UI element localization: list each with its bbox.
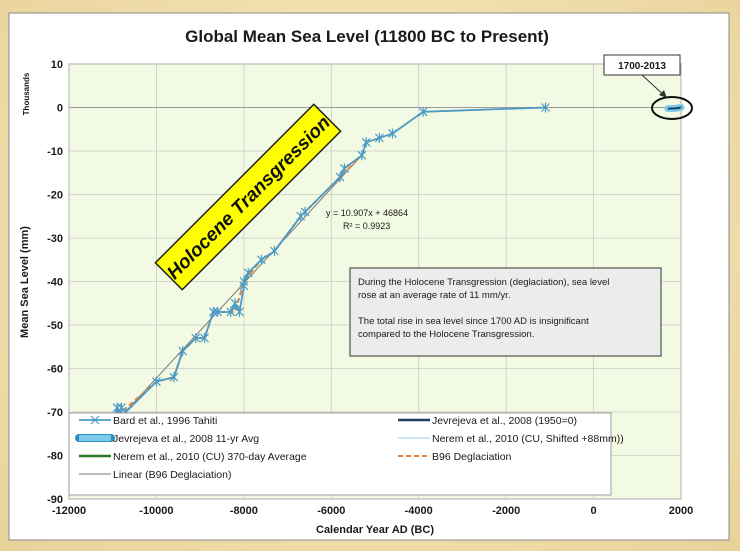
x-tick-label: -10000 xyxy=(139,505,173,517)
y-tick-label: 0 xyxy=(57,103,63,115)
x-tick-label: 0 xyxy=(591,505,597,517)
tick-labels: 10 0 -10 -20 -30 -40 -50 -60 -70 -80 -90-12000 -100… xyxy=(47,59,693,517)
legend-entry: Jevrejeva et al., 2008 11-yr Avg xyxy=(75,433,259,445)
x-axis-label: Calendar Year AD (BC) xyxy=(316,524,434,536)
legend-label: Linear (B96 Deglaciation) xyxy=(113,469,231,481)
note-line: The total rise in sea level since 1700 A… xyxy=(358,316,589,327)
bard-point xyxy=(152,376,161,387)
y-tick-label: 10 xyxy=(51,59,63,71)
bard-point xyxy=(239,276,249,287)
legend-label: Jevrejeva et al., 2008 (1950=0) xyxy=(432,415,577,427)
legend-entry: Nerem et al., 2010 (CU) 370-day Average xyxy=(79,451,307,463)
bard-point xyxy=(235,306,244,317)
bard-point xyxy=(335,172,345,183)
legend-box xyxy=(68,412,612,496)
bard-point xyxy=(388,128,397,139)
bard-point xyxy=(374,132,384,143)
note-box xyxy=(349,267,662,357)
legend-entry: Linear (B96 Deglaciation) xyxy=(79,469,231,481)
y-tick-label: -60 xyxy=(47,364,63,376)
bard-point xyxy=(200,333,209,344)
note-lines: During the Holocene Transgression (degla… xyxy=(358,277,609,340)
bard-point xyxy=(230,298,240,309)
x-tick-label: -8000 xyxy=(230,505,258,517)
legend-label: Bard et al., 1996 Tahiti xyxy=(113,415,217,427)
y-tick-label: -50 xyxy=(47,320,63,332)
legend-entry: Nerem et al., 2010 (CU, Shifted +88mm)) xyxy=(398,433,624,445)
x-tick-label: -2000 xyxy=(492,505,520,517)
series-jevrejeva-1950 xyxy=(667,106,682,110)
legend-label: B96 Deglaciation xyxy=(432,451,512,463)
y-tick-label: -70 xyxy=(47,407,63,419)
callout-arrowhead xyxy=(659,90,667,98)
bard-point xyxy=(191,333,201,344)
x-tick-label: -4000 xyxy=(405,505,433,517)
y-multiplier-label: Thousands xyxy=(22,72,31,115)
bard-point xyxy=(169,372,179,383)
bard-point xyxy=(178,346,188,357)
bard-point xyxy=(418,106,428,117)
legend-label: Nerem et al., 2010 (CU, Shifted +88mm)) xyxy=(432,433,624,445)
bard-point xyxy=(270,246,279,257)
bard-point xyxy=(541,102,550,113)
legend-entry: B96 Deglaciation xyxy=(398,451,512,463)
y-tick-label: -90 xyxy=(47,494,63,506)
x-tick-label: 2000 xyxy=(669,505,693,517)
trend-r2: R² = 0.9923 xyxy=(343,221,390,231)
x-tick-label: -6000 xyxy=(317,505,345,517)
y-tick-label: -80 xyxy=(47,451,63,463)
bard-point xyxy=(256,254,266,265)
trend-equation: y = 10.907x + 46864 xyxy=(326,208,408,218)
legend: Bard et al., 1996 Tahiti Jevrejeva et al.… xyxy=(75,415,624,481)
bard-point xyxy=(339,163,349,174)
bard-point xyxy=(300,206,310,217)
note-line: rose at an average rate of 11 mm/yr. xyxy=(358,290,510,301)
chart-title: Global Mean Sea Level (11800 BC to Prese… xyxy=(185,27,549,46)
legend-entry: Jevrejeva et al., 2008 (1950=0) xyxy=(398,415,577,427)
x-tick-label: -12000 xyxy=(52,505,86,517)
y-tick-label: -30 xyxy=(47,233,63,245)
bard-point xyxy=(243,267,253,278)
bard-point xyxy=(112,402,122,413)
banner-box xyxy=(154,103,342,291)
bard-point xyxy=(361,137,371,148)
y-tick-label: -40 xyxy=(47,277,63,289)
note-line: During the Holocene Transgression (degla… xyxy=(358,277,609,288)
bard-point xyxy=(226,306,236,317)
legend-label: Jevrejeva et al., 2008 11-yr Avg xyxy=(113,433,259,445)
bard-point xyxy=(213,306,223,317)
legend-entry: Bard et al., 1996 Tahiti xyxy=(79,415,217,427)
callout-ellipse xyxy=(651,96,693,120)
bard-point xyxy=(208,306,218,317)
legend-label: Nerem et al., 2010 (CU) 370-day Average xyxy=(113,451,307,463)
y-tick-label: -20 xyxy=(47,190,63,202)
y-tick-label: -10 xyxy=(47,146,63,158)
note-line: compared to the Holocene Transgression. xyxy=(358,329,534,340)
y-axis-label: Mean Sea Level (mm) xyxy=(19,226,31,338)
bard-point xyxy=(357,150,367,161)
callout-text: 1700-2013 xyxy=(618,61,666,72)
